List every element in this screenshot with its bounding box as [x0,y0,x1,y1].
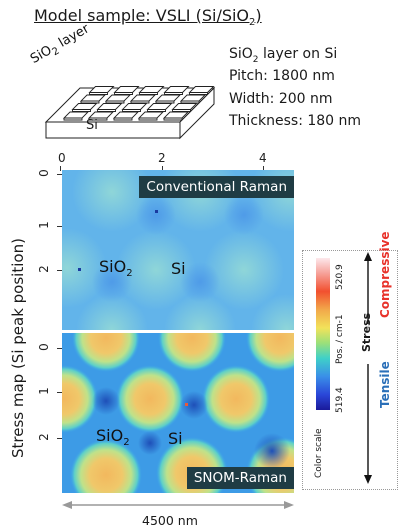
conventional-raman-label: Conventional Raman [139,176,294,198]
snom-raman-map: SNOM-Raman SiO2 Si [62,333,294,493]
spec-thickness: Thickness: 180 nm [229,113,362,129]
y-tick: 1 [36,387,51,395]
figure-title: Model sample: VSLI (Si/SiO2) [34,6,262,29]
color-scale-bar [316,258,330,410]
y-tick: 1 [36,221,51,229]
spec-pitch: Pitch: 1800 nm [229,68,335,84]
y-tick: 2 [36,265,51,273]
conventional-raman-map: Conventional Raman SiO2 Si [62,170,294,330]
si-substrate-label: Si [86,118,98,133]
color-scale-box [302,250,398,490]
y-axis-title: Stress map (Si peak position) [9,238,27,458]
x-tick: 2 [158,151,166,165]
stress-label: Stress [360,312,373,352]
y-tick: 0 [36,169,51,177]
color-scale-max: 520.9 [335,264,345,290]
y-tick: 0 [36,343,51,351]
spec-width: Width: 200 nm [229,91,333,107]
color-scale-min: 519.4 [335,387,345,413]
si-region-label: Si [171,259,186,278]
snom-raman-label: SNOM-Raman [186,467,294,489]
y-tick: 2 [36,433,51,441]
sample-schematic [44,86,216,140]
spec-layer: SiO2 layer on Si [229,46,338,65]
scale-bar [62,501,294,509]
sio2-region-label: SiO2 [99,257,133,280]
tensile-label: Tensile [378,361,392,408]
color-scale-unit: Pos. / cm-1 [335,314,345,364]
x-tick: 0 [58,151,66,165]
stress-arrow [364,252,372,484]
si-region-label: Si [168,429,183,448]
color-scale-title: Color scale [314,428,324,478]
compressive-label: Compressive [378,231,392,318]
sio2-region-label: SiO2 [96,426,130,449]
scale-bar-label: 4500 nm [142,513,198,528]
x-tick: 4 [259,151,267,165]
